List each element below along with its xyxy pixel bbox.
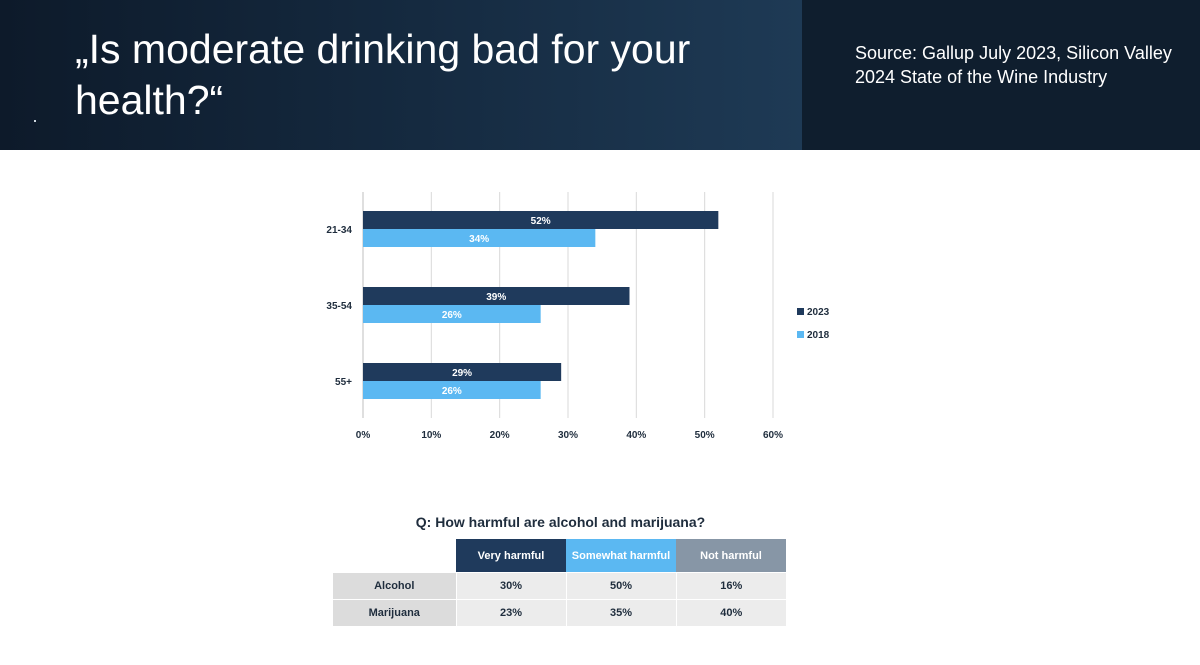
cell-alcohol-somewhat: 50%: [565, 572, 676, 600]
data-label: 26%: [442, 386, 462, 397]
bar-2023: [363, 211, 719, 229]
table-header-row: Very harmful Somewhat harmful Not harmfu…: [333, 539, 786, 573]
slide-title: „Is moderate drinking bad for your healt…: [75, 26, 691, 123]
legend-label: 2018: [807, 330, 830, 341]
table-corner-cell: [333, 539, 456, 573]
source-note: Source: Gallup July 2023, Silicon Valley…: [855, 43, 1172, 87]
column-header-not-harmful: Not harmful: [676, 539, 786, 573]
header-source-panel: [802, 0, 1200, 150]
category-label: 35-54: [326, 301, 352, 312]
category-label: 55+: [335, 377, 352, 388]
data-label: 29%: [452, 368, 472, 379]
data-label: 52%: [531, 216, 551, 227]
row-label-marijuana: Marijuana: [333, 599, 456, 626]
x-tick-label: 10%: [421, 430, 441, 441]
cell-marijuana-not: 40%: [675, 599, 786, 626]
cell-marijuana-very: 23%: [455, 599, 566, 626]
legend-swatch: [797, 331, 804, 338]
bar-chart: 0% 10% 20% 30% 40% 50% 60% 21-34 52% 34% 35-54 39% 2…: [326, 192, 830, 441]
table-row: Alcohol 30% 50% 16%: [333, 572, 786, 600]
x-tick-label: 0%: [356, 430, 371, 441]
x-tick-label: 20%: [490, 430, 510, 441]
harm-table: Very harmful Somewhat harmful Not harmfu…: [333, 539, 786, 626]
cell-alcohol-not: 16%: [675, 572, 786, 600]
x-tick-label: 50%: [695, 430, 715, 441]
cell-alcohol-very: 30%: [455, 572, 566, 600]
table-question: Q: How harmful are alcohol and marijuana…: [415, 514, 706, 530]
bar-2018: [363, 229, 596, 247]
column-header-very-harmful: Very harmful: [456, 539, 566, 573]
table-row: Marijuana 23% 35% 40%: [333, 599, 786, 626]
data-label: 26%: [442, 310, 462, 321]
decorative-dot: [34, 120, 36, 122]
data-label: 34%: [469, 234, 489, 245]
data-label: 39%: [486, 292, 506, 303]
bar-2023: [363, 287, 630, 305]
column-header-somewhat-harmful: Somewhat harmful: [566, 539, 676, 573]
header-banner: „Is moderate drinking bad for your healt…: [0, 0, 1200, 150]
legend-label: 2023: [807, 307, 830, 318]
x-tick-label: 30%: [558, 430, 578, 441]
bar-2018: [363, 381, 541, 399]
row-label-alcohol: Alcohol: [333, 572, 456, 600]
legend-swatch: [797, 308, 804, 315]
x-tick-label: 60%: [763, 430, 783, 441]
bar-2023: [363, 363, 562, 381]
cell-marijuana-somewhat: 35%: [565, 599, 676, 626]
x-tick-label: 40%: [626, 430, 646, 441]
category-label: 21-34: [326, 225, 352, 236]
bar-2018: [363, 305, 541, 323]
